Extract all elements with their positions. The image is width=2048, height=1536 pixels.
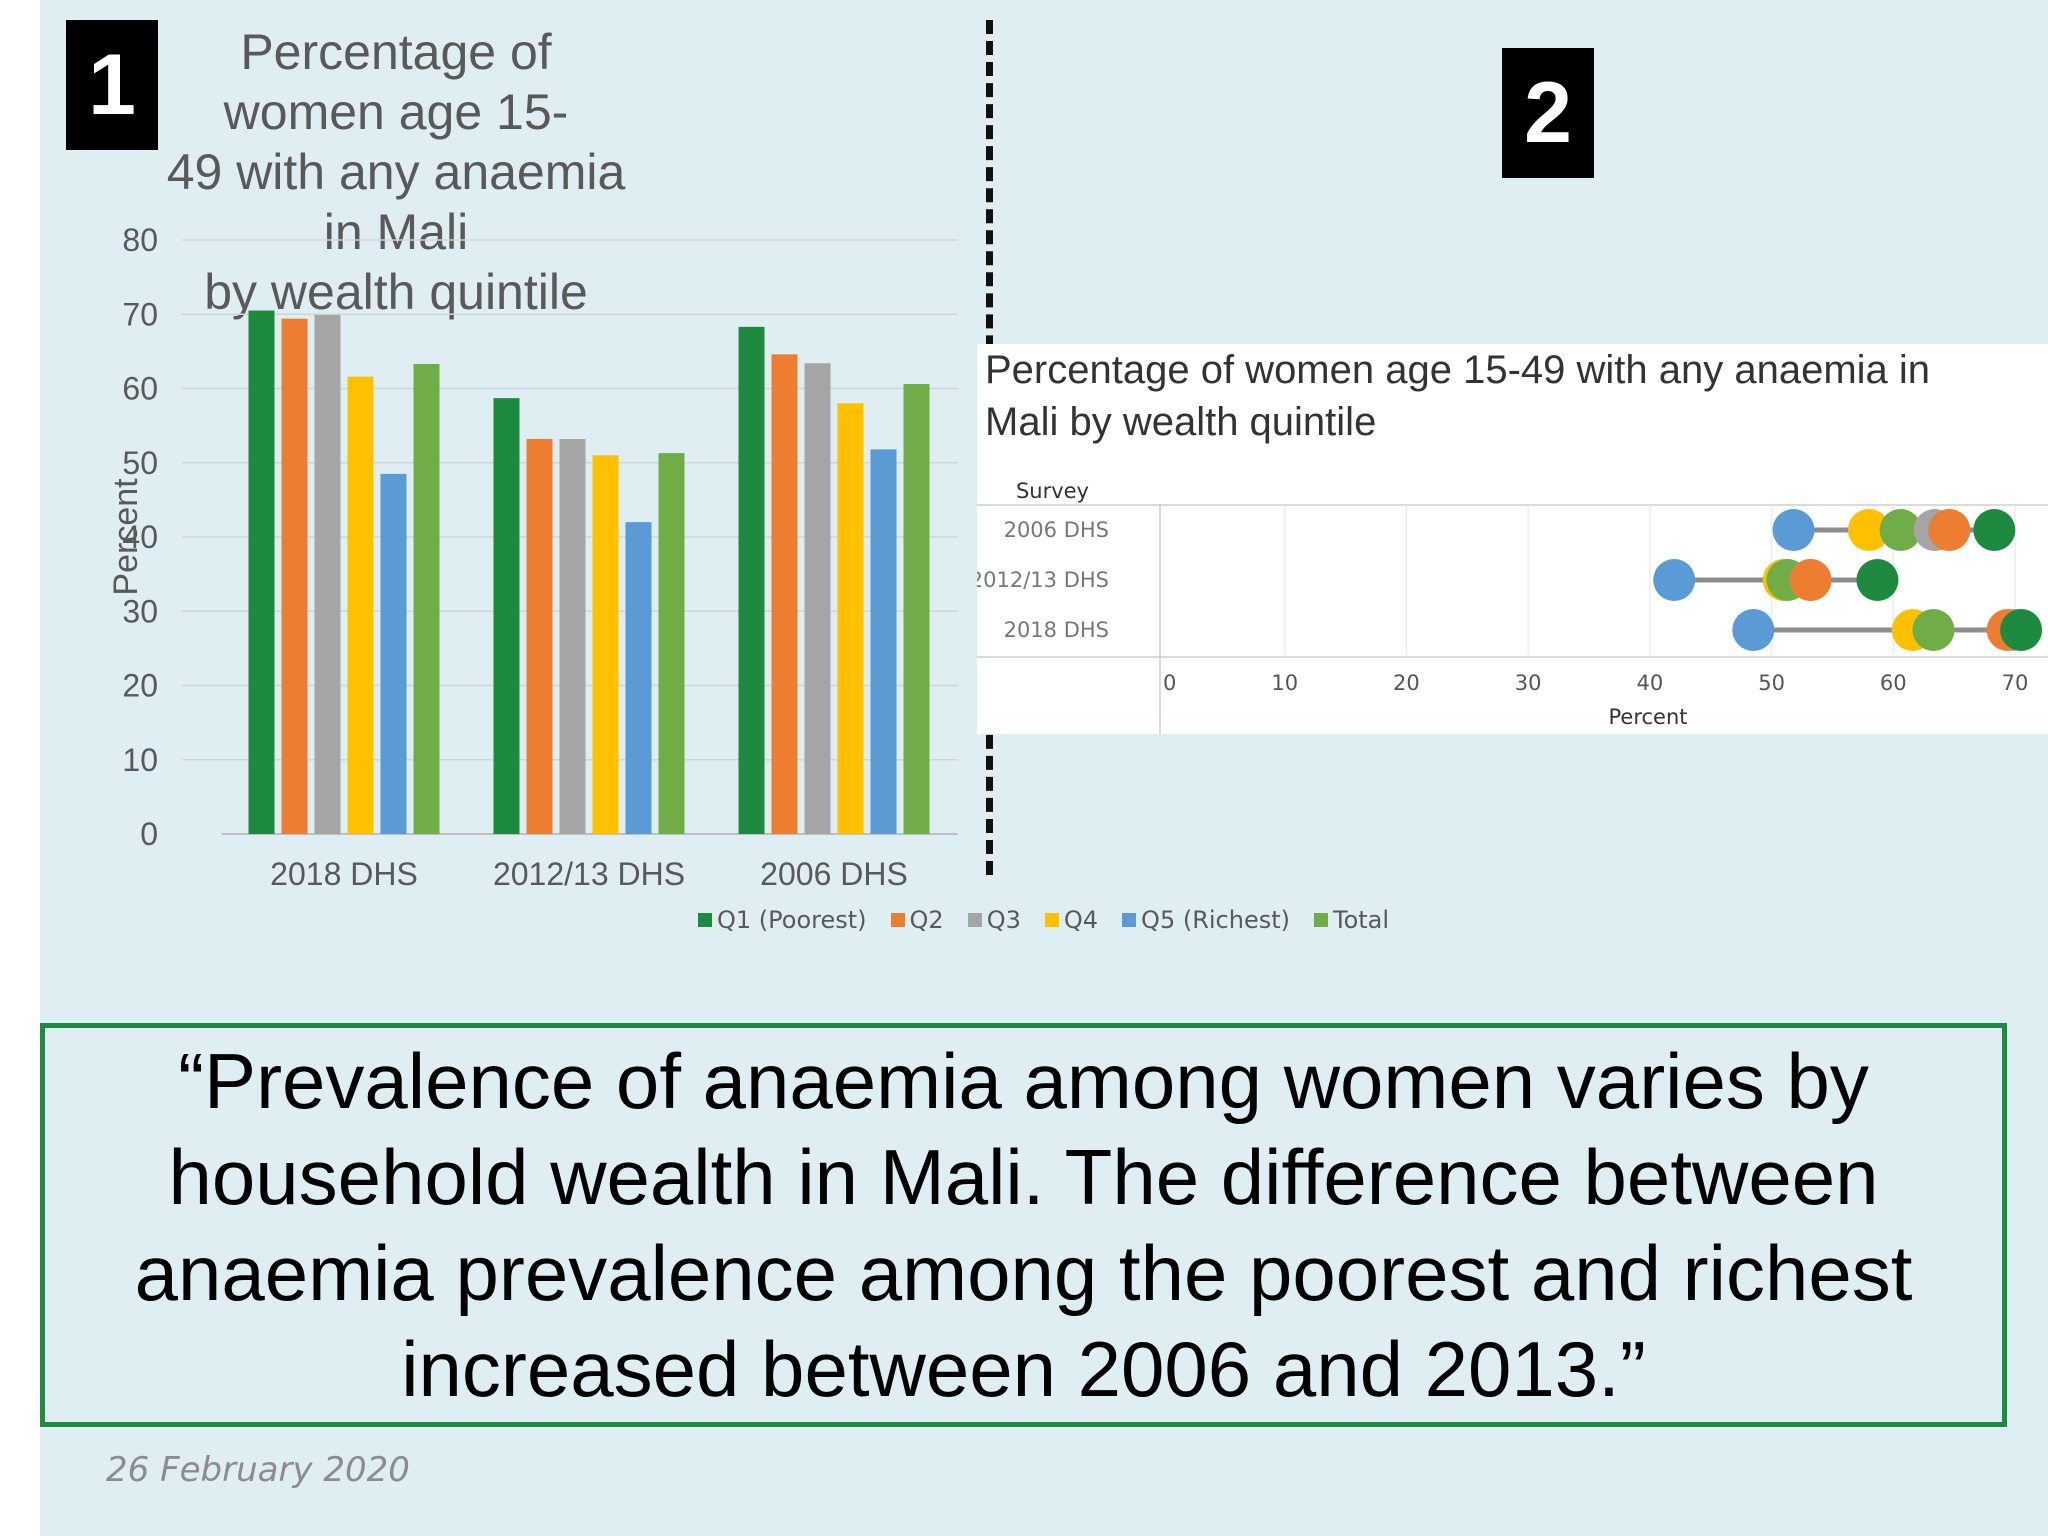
bar	[771, 354, 798, 834]
data-point	[2000, 609, 2043, 651]
x-tick-label: 2018 DHS	[270, 856, 418, 892]
y-tick-label: 30	[122, 593, 158, 629]
bar	[658, 453, 685, 834]
y-tick-label: 50	[122, 445, 158, 481]
bar	[592, 455, 619, 834]
bar	[903, 384, 930, 834]
legend-swatch	[1044, 913, 1059, 927]
x-axis-label: Percent	[1608, 705, 1687, 729]
bar	[526, 438, 553, 834]
x-tick-label: 70	[2002, 671, 2029, 695]
x-tick-label: 10	[1271, 671, 1298, 695]
bar	[281, 318, 308, 835]
category-label: 2006 DHS	[1004, 518, 1109, 542]
bar	[625, 522, 652, 834]
dot-chart-title: Percentage of women age 15-49 with any a…	[985, 344, 2035, 448]
dot-chart: Survey 0 10 20 30 40 50 60 70 Percent 2006 DHS 2012…	[977, 479, 2048, 734]
category-label: 2012/13 DHS	[977, 568, 1109, 592]
x-tick-label: 50	[1758, 671, 1785, 695]
y-tick-label: 60	[122, 371, 158, 407]
x-tick-label: 40	[1636, 671, 1663, 695]
y-tick-label: 70	[122, 296, 158, 332]
legend-swatch	[890, 913, 905, 927]
dot-chart-title-line: Mali by wealth quintile	[985, 400, 1377, 444]
panel-number-1: 1	[66, 20, 158, 150]
legend-item: Q5 (Richest)	[1122, 906, 1290, 934]
legend-item: Q3	[967, 906, 1021, 934]
x-tick-label: 60	[1880, 671, 1907, 695]
bar	[380, 473, 407, 834]
legend-label: Q4	[1063, 906, 1099, 934]
data-point	[1973, 509, 2016, 551]
data-point	[1732, 609, 1775, 651]
bar-chart-title-line: 49 with any anaemia in Mali	[166, 144, 626, 260]
y-axis-label: Percent	[107, 478, 145, 596]
legend-item: Q2	[890, 906, 944, 934]
y-tick-label: 20	[122, 668, 158, 704]
x-tick-label: 2012/13 DHS	[493, 856, 685, 892]
legend-label: Q1 (Poorest)	[717, 906, 867, 934]
legend-item: Q1 (Poorest)	[698, 906, 867, 934]
chart-legend: Q1 (Poorest) Q2 Q3 Q4 Q5 (Richest) Total	[698, 900, 1413, 940]
bar	[870, 449, 897, 834]
legend-swatch	[698, 913, 712, 927]
dot-chart-title-line: Percentage of women age 15-49 with any a…	[985, 348, 1931, 392]
data-point	[1653, 559, 1696, 601]
bar	[347, 376, 374, 834]
legend-label: Q5 (Richest)	[1141, 906, 1290, 934]
x-tick-label: 30	[1515, 671, 1542, 695]
legend-swatch	[1314, 913, 1328, 927]
y-tick-label: 40	[122, 519, 158, 555]
data-point	[1879, 509, 1922, 551]
x-tick-label: 0	[1163, 671, 1176, 695]
quote-box: “Prevalence of anaemia among women varie…	[40, 1023, 2007, 1427]
category-label: 2018 DHS	[1004, 618, 1109, 642]
bar	[804, 363, 831, 834]
data-point	[1912, 609, 1955, 651]
data-point	[1856, 559, 1899, 601]
legend-label: Q3	[986, 906, 1021, 934]
data-point	[1789, 559, 1832, 601]
slide: 1 Percentage of women age 15- 49 with an…	[40, 0, 2048, 1536]
y-tick-label: 0	[140, 816, 158, 852]
bar	[738, 326, 765, 834]
bar	[413, 363, 440, 834]
legend-item: Q4	[1044, 906, 1099, 934]
data-point	[1772, 509, 1815, 551]
quote-text: “Prevalence of anaemia among women varie…	[134, 1037, 1913, 1413]
bar	[248, 310, 275, 835]
bar	[837, 403, 864, 834]
data-point	[1847, 509, 1890, 551]
bar-chart-title-line: Percentage of women age 15-	[223, 24, 569, 140]
dot-chart-panel: Percentage of women age 15-49 with any a…	[977, 344, 2048, 734]
panel-number-2: 2	[1502, 48, 1594, 178]
legend-swatch	[1122, 913, 1137, 927]
legend-label: Total	[1333, 906, 1390, 934]
bar-chart: 0 10 20 30 40 50 60 70 80 Percent 2018 DHS 2012/13 …	[107, 222, 958, 892]
footer-date: 26 February 2020	[106, 1450, 410, 1490]
bar	[314, 314, 341, 834]
bar	[559, 438, 586, 834]
y-tick-label: 10	[122, 742, 158, 778]
legend-item: Total	[1314, 906, 1389, 934]
legend-swatch	[967, 913, 982, 927]
x-tick-label: 20	[1393, 671, 1420, 695]
bar	[493, 398, 520, 834]
category-header: Survey	[1016, 479, 1089, 503]
legend-label: Q2	[909, 906, 944, 934]
y-tick-label: 80	[122, 222, 158, 258]
data-point	[1928, 509, 1971, 551]
x-tick-label: 2006 DHS	[760, 856, 908, 892]
bar-chart-title: Percentage of women age 15- 49 with any …	[166, 22, 626, 322]
